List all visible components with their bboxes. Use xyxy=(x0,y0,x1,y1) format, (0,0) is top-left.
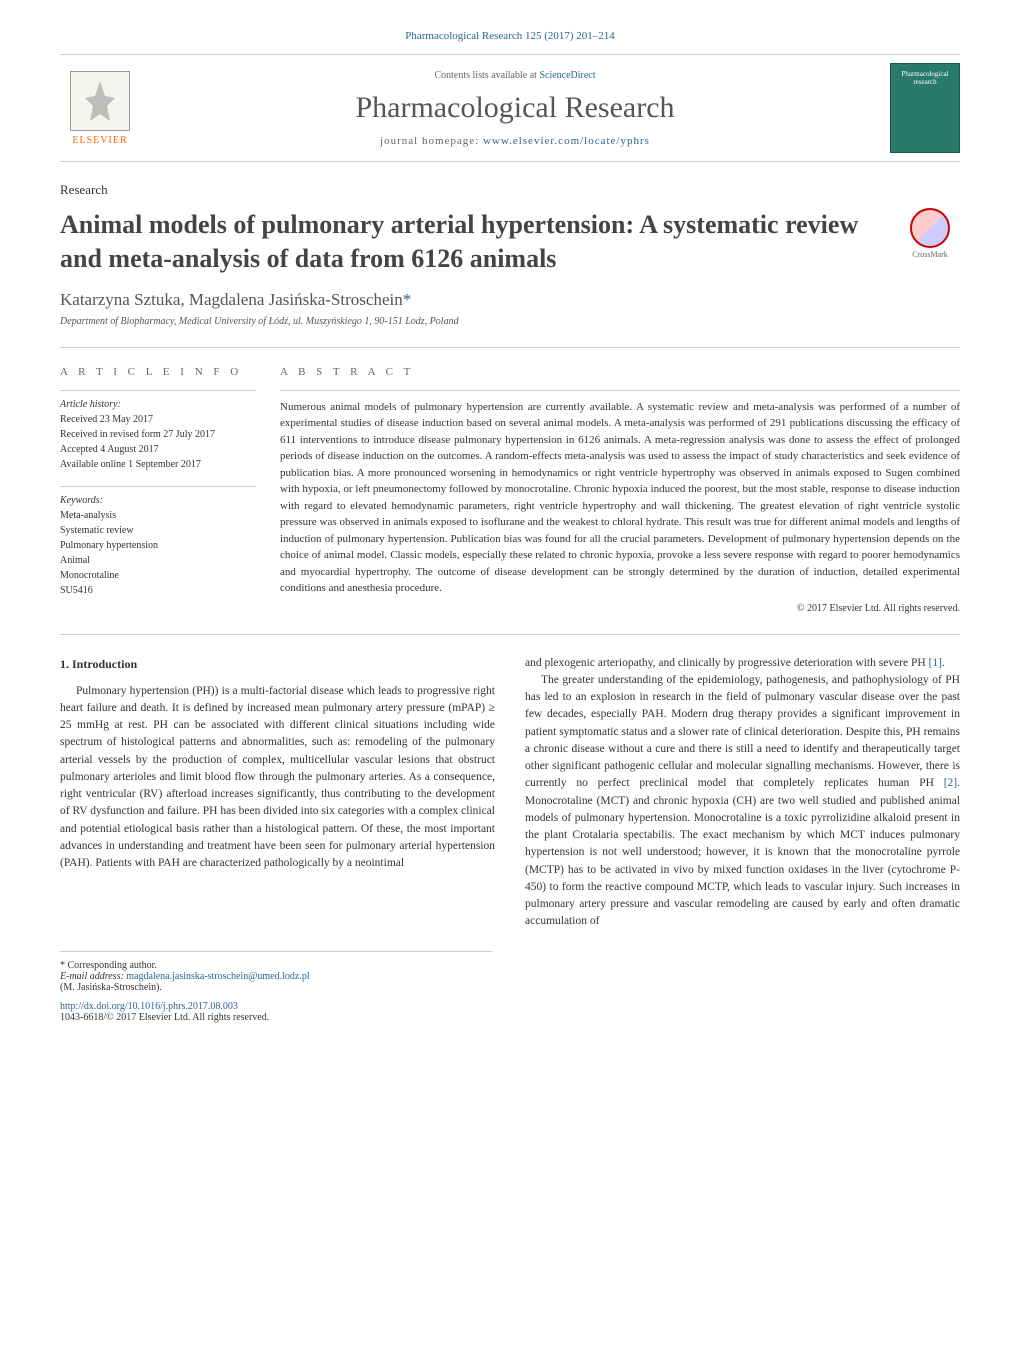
keywords-label: Keywords: xyxy=(60,495,256,506)
email-label: E-mail address: xyxy=(60,971,126,982)
homepage-prefix: journal homepage: xyxy=(380,135,483,147)
col2-p1-text-b: . xyxy=(942,657,945,669)
journal-name: Pharmacological Research xyxy=(140,91,890,125)
publisher-name: ELSEVIER xyxy=(72,135,127,146)
homepage-link[interactable]: www.elsevier.com/locate/yphrs xyxy=(483,135,650,147)
cover-title-line2: research xyxy=(913,78,936,86)
history-label: Article history: xyxy=(60,399,256,410)
corresponding-mark: * xyxy=(403,290,412,309)
homepage-line: journal homepage: www.elsevier.com/locat… xyxy=(140,135,890,147)
col2-p2-text-a: The greater understanding of the epidemi… xyxy=(525,674,960,790)
section-1-heading: 1. Introduction xyxy=(60,655,495,673)
article-title: Animal models of pulmonary arterial hype… xyxy=(60,208,880,276)
reference-2[interactable]: [2] xyxy=(944,777,957,789)
contents-line: Contents lists available at ScienceDirec… xyxy=(140,70,890,81)
journal-cover-thumbnail: Pharmacological research xyxy=(890,63,960,153)
elsevier-tree-icon xyxy=(70,71,130,131)
publisher-logo: ELSEVIER xyxy=(60,63,140,153)
article-info-heading: a r t i c l e i n f o xyxy=(60,366,256,378)
intro-paragraph-1-cont: and plexogenic arteriopathy, and clinica… xyxy=(525,655,960,672)
email-owner: (M. Jasińska-Stroschein). xyxy=(60,982,492,993)
abstract-heading: a b s t r a c t xyxy=(280,366,960,378)
author-names: Katarzyna Sztuka, Magdalena Jasińska-Str… xyxy=(60,290,403,309)
crossmark-icon xyxy=(910,208,950,248)
issn-copyright: 1043-6618/© 2017 Elsevier Ltd. All right… xyxy=(60,1012,492,1023)
email-line: E-mail address: magdalena.jasinska-stros… xyxy=(60,971,492,982)
masthead: ELSEVIER Contents lists available at Sci… xyxy=(60,54,960,162)
abstract-copyright: © 2017 Elsevier Ltd. All rights reserved… xyxy=(280,603,960,614)
article-info-sidebar: a r t i c l e i n f o Article history: R… xyxy=(60,366,280,614)
corresponding-email-link[interactable]: magdalena.jasinska-stroschein@umed.lodz.… xyxy=(126,971,309,982)
intro-paragraph-2: The greater understanding of the epidemi… xyxy=(525,672,960,931)
sciencedirect-link[interactable]: ScienceDirect xyxy=(539,70,595,81)
corresponding-author-note: * Corresponding author. xyxy=(60,960,492,971)
intro-paragraph-1: Pulmonary hypertension (PH)) is a multi-… xyxy=(60,683,495,873)
reference-1[interactable]: [1] xyxy=(929,657,942,669)
doi-link[interactable]: http://dx.doi.org/10.1016/j.phrs.2017.08… xyxy=(60,1001,238,1012)
abstract-column: a b s t r a c t Numerous animal models o… xyxy=(280,366,960,614)
affiliation: Department of Biopharmacy, Medical Unive… xyxy=(60,316,960,327)
keywords-text: Meta-analysis Systematic review Pulmonar… xyxy=(60,508,256,598)
section-divider xyxy=(60,634,960,635)
authors: Katarzyna Sztuka, Magdalena Jasińska-Str… xyxy=(60,290,960,310)
running-header: Pharmacological Research 125 (2017) 201–… xyxy=(60,30,960,42)
footnotes: * Corresponding author. E-mail address: … xyxy=(60,951,492,1023)
body-column-left: 1. Introduction Pulmonary hypertension (… xyxy=(60,655,495,931)
contents-prefix: Contents lists available at xyxy=(434,70,539,81)
abstract-body: Numerous animal models of pulmonary hype… xyxy=(280,390,960,597)
col2-p2-text-b: . Monocrotaline (MCT) and chronic hypoxi… xyxy=(525,777,960,927)
history-text: Received 23 May 2017 Received in revised… xyxy=(60,412,256,472)
cover-title-line1: Pharmacological xyxy=(901,70,948,78)
article-type: Research xyxy=(60,182,960,198)
body-column-right: and plexogenic arteriopathy, and clinica… xyxy=(525,655,960,931)
crossmark-badge[interactable]: CrossMark xyxy=(900,208,960,268)
body-two-column: 1. Introduction Pulmonary hypertension (… xyxy=(60,655,960,931)
crossmark-label: CrossMark xyxy=(912,250,948,259)
col2-p1-text-a: and plexogenic arteriopathy, and clinica… xyxy=(525,657,929,669)
